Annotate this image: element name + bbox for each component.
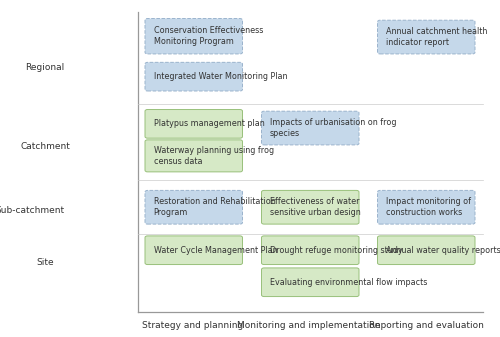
- FancyBboxPatch shape: [145, 190, 242, 224]
- Text: Conservation Effectiveness
Monitoring Program: Conservation Effectiveness Monitoring Pr…: [154, 26, 263, 46]
- Text: Waterway planning using frog
census data: Waterway planning using frog census data: [154, 146, 274, 166]
- Text: Annual water quality reports: Annual water quality reports: [386, 246, 500, 255]
- Text: Strategy and planning: Strategy and planning: [142, 321, 243, 330]
- FancyBboxPatch shape: [262, 268, 359, 297]
- FancyBboxPatch shape: [262, 236, 359, 265]
- Text: Restoration and Rehabilitation
Program: Restoration and Rehabilitation Program: [154, 197, 275, 217]
- Text: Impact monitoring of
construction works: Impact monitoring of construction works: [386, 197, 471, 217]
- Text: Reporting and evaluation: Reporting and evaluation: [368, 321, 484, 330]
- Text: Annual catchment health
indicator report: Annual catchment health indicator report: [386, 27, 488, 47]
- FancyBboxPatch shape: [145, 62, 242, 91]
- Text: Platypus management plan: Platypus management plan: [154, 119, 264, 128]
- Text: Site: Site: [36, 258, 54, 267]
- FancyBboxPatch shape: [262, 111, 359, 145]
- Text: Water Cycle Management Plan: Water Cycle Management Plan: [154, 246, 277, 255]
- FancyBboxPatch shape: [145, 110, 242, 138]
- FancyBboxPatch shape: [378, 190, 475, 224]
- Text: Evaluating environmental flow impacts: Evaluating environmental flow impacts: [270, 278, 428, 287]
- Text: Sub-catchment: Sub-catchment: [0, 206, 64, 215]
- Text: Integrated Water Monitoring Plan: Integrated Water Monitoring Plan: [154, 72, 287, 81]
- Text: Drought refuge monitoring study: Drought refuge monitoring study: [270, 246, 402, 255]
- Text: Regional: Regional: [26, 63, 64, 72]
- FancyBboxPatch shape: [145, 140, 242, 172]
- Text: Monitoring and implementation: Monitoring and implementation: [238, 321, 381, 330]
- Text: Effectiveness of water
sensitive urban design: Effectiveness of water sensitive urban d…: [270, 197, 361, 217]
- Text: Impacts of urbanisation on frog
species: Impacts of urbanisation on frog species: [270, 118, 396, 138]
- Text: Catchment: Catchment: [20, 142, 70, 151]
- FancyBboxPatch shape: [262, 190, 359, 224]
- FancyBboxPatch shape: [145, 19, 242, 54]
- FancyBboxPatch shape: [378, 236, 475, 265]
- FancyBboxPatch shape: [145, 236, 242, 265]
- FancyBboxPatch shape: [378, 20, 475, 54]
